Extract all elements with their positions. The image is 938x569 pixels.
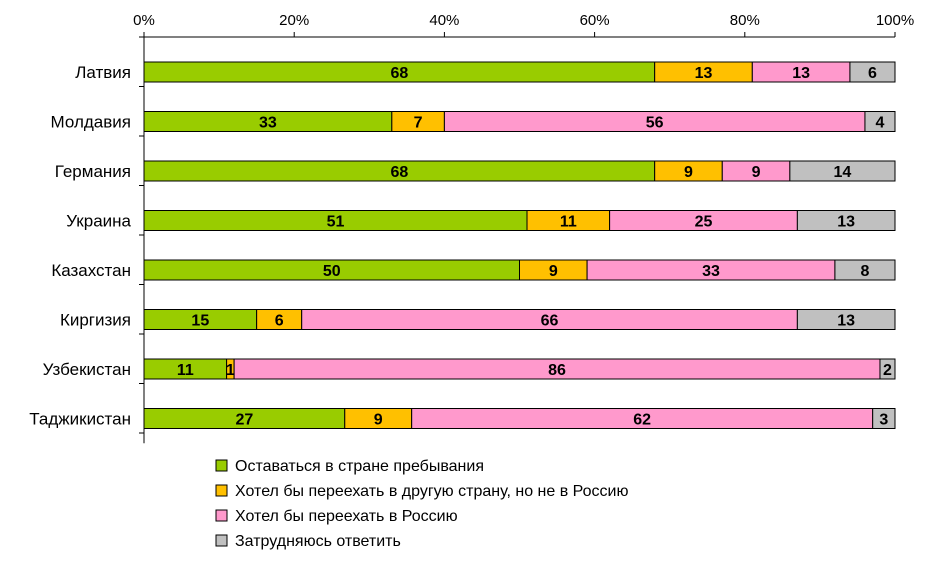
- category-label: Таджикистан: [29, 410, 131, 429]
- x-tick-label: 100%: [876, 12, 914, 29]
- bar-segment: [872, 408, 896, 429]
- data-label: 33: [702, 263, 720, 280]
- data-label: 6: [275, 313, 284, 330]
- bar-segment: [879, 358, 896, 380]
- data-label: 68: [390, 164, 408, 181]
- data-label: 66: [541, 313, 559, 330]
- data-label: 2: [883, 362, 892, 379]
- legend-label: Хотел бы переехать в Россию: [235, 508, 458, 525]
- bar-segment: [796, 309, 896, 330]
- data-label: 1: [226, 362, 235, 379]
- data-label: 25: [695, 214, 713, 231]
- data-label: 13: [792, 65, 810, 82]
- bar-segment: [789, 160, 896, 182]
- data-label: 62: [633, 412, 651, 429]
- x-tick-label: 20%: [279, 12, 309, 29]
- data-label: 50: [323, 263, 341, 280]
- x-tick-label: 0%: [133, 12, 155, 29]
- category-label: Украина: [66, 212, 131, 231]
- data-label: 9: [684, 164, 693, 181]
- bar-segment: [849, 61, 896, 83]
- data-label: 11: [177, 362, 194, 379]
- category-label: Киргизия: [60, 311, 131, 330]
- category-label: Молдавия: [51, 113, 131, 132]
- legend-swatch: [215, 484, 228, 497]
- data-label: 3: [879, 412, 888, 429]
- data-label: 6: [868, 65, 877, 82]
- x-tick-label: 60%: [580, 12, 610, 29]
- data-label: 4: [876, 115, 885, 132]
- data-label: 9: [549, 263, 558, 280]
- data-label: 56: [646, 115, 664, 132]
- bar-segment: [796, 210, 896, 231]
- data-label: 15: [191, 313, 209, 330]
- x-tick-label: 40%: [429, 12, 459, 29]
- data-label: 9: [374, 412, 383, 429]
- legend-swatch: [215, 534, 228, 547]
- data-label: 8: [861, 263, 870, 280]
- data-label: 14: [834, 164, 852, 181]
- data-label: 86: [548, 362, 566, 379]
- data-label: 51: [327, 214, 345, 231]
- data-label: 9: [752, 164, 761, 181]
- data-label: 13: [837, 313, 855, 330]
- data-label: 7: [414, 115, 423, 132]
- category-label: Германия: [55, 162, 131, 181]
- category-label: Латвия: [75, 63, 131, 82]
- data-label: 11: [560, 214, 577, 231]
- data-label: 13: [837, 214, 855, 231]
- legend-swatch: [215, 509, 228, 522]
- category-label: Узбекистан: [43, 360, 131, 379]
- data-label: 33: [259, 115, 277, 132]
- bar-segment: [864, 111, 896, 132]
- legend-label: Оставаться в стране пребывания: [235, 458, 484, 475]
- legend-swatch: [215, 459, 228, 472]
- x-tick-label: 80%: [730, 12, 760, 29]
- legend: Оставаться в стране пребывания Хотел бы п…: [215, 458, 628, 550]
- data-label: 27: [235, 412, 253, 429]
- data-label: 68: [390, 65, 408, 82]
- category-label: Казахстан: [51, 261, 131, 280]
- data-label: 13: [695, 65, 713, 82]
- legend-label: Хотел бы переехать в другую страну, но н…: [235, 483, 628, 500]
- legend-label: Затрудняюсь ответить: [235, 533, 401, 550]
- bar-segment: [834, 259, 896, 281]
- axes: 0% 20% 40% 60% 80% 100% Латвия Молдавия Германия…: [29, 12, 914, 444]
